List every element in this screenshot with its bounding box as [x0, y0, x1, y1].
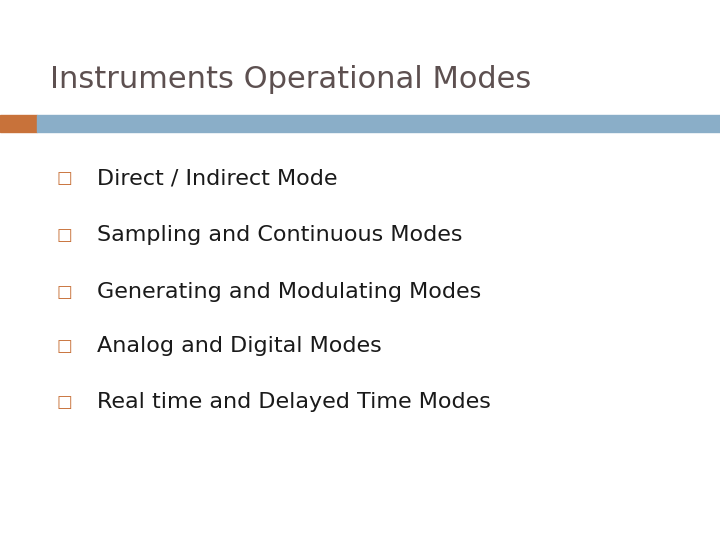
Text: Instruments Operational Modes: Instruments Operational Modes	[50, 65, 531, 94]
Bar	[0, 115, 37, 132]
Text: Analog and Digital Modes: Analog and Digital Modes	[97, 335, 382, 356]
Text: □: □	[57, 393, 73, 411]
Bar	[37, 115, 720, 132]
Text: Real time and Delayed Time Modes: Real time and Delayed Time Modes	[97, 392, 491, 413]
Text: □: □	[57, 226, 73, 244]
Text: □: □	[57, 336, 73, 355]
Text: Generating and Modulating Modes: Generating and Modulating Modes	[97, 281, 482, 302]
Text: □: □	[57, 169, 73, 187]
Text: Sampling and Continuous Modes: Sampling and Continuous Modes	[97, 225, 463, 245]
Text: Direct / Indirect Mode: Direct / Indirect Mode	[97, 168, 338, 188]
Text: □: □	[57, 282, 73, 301]
